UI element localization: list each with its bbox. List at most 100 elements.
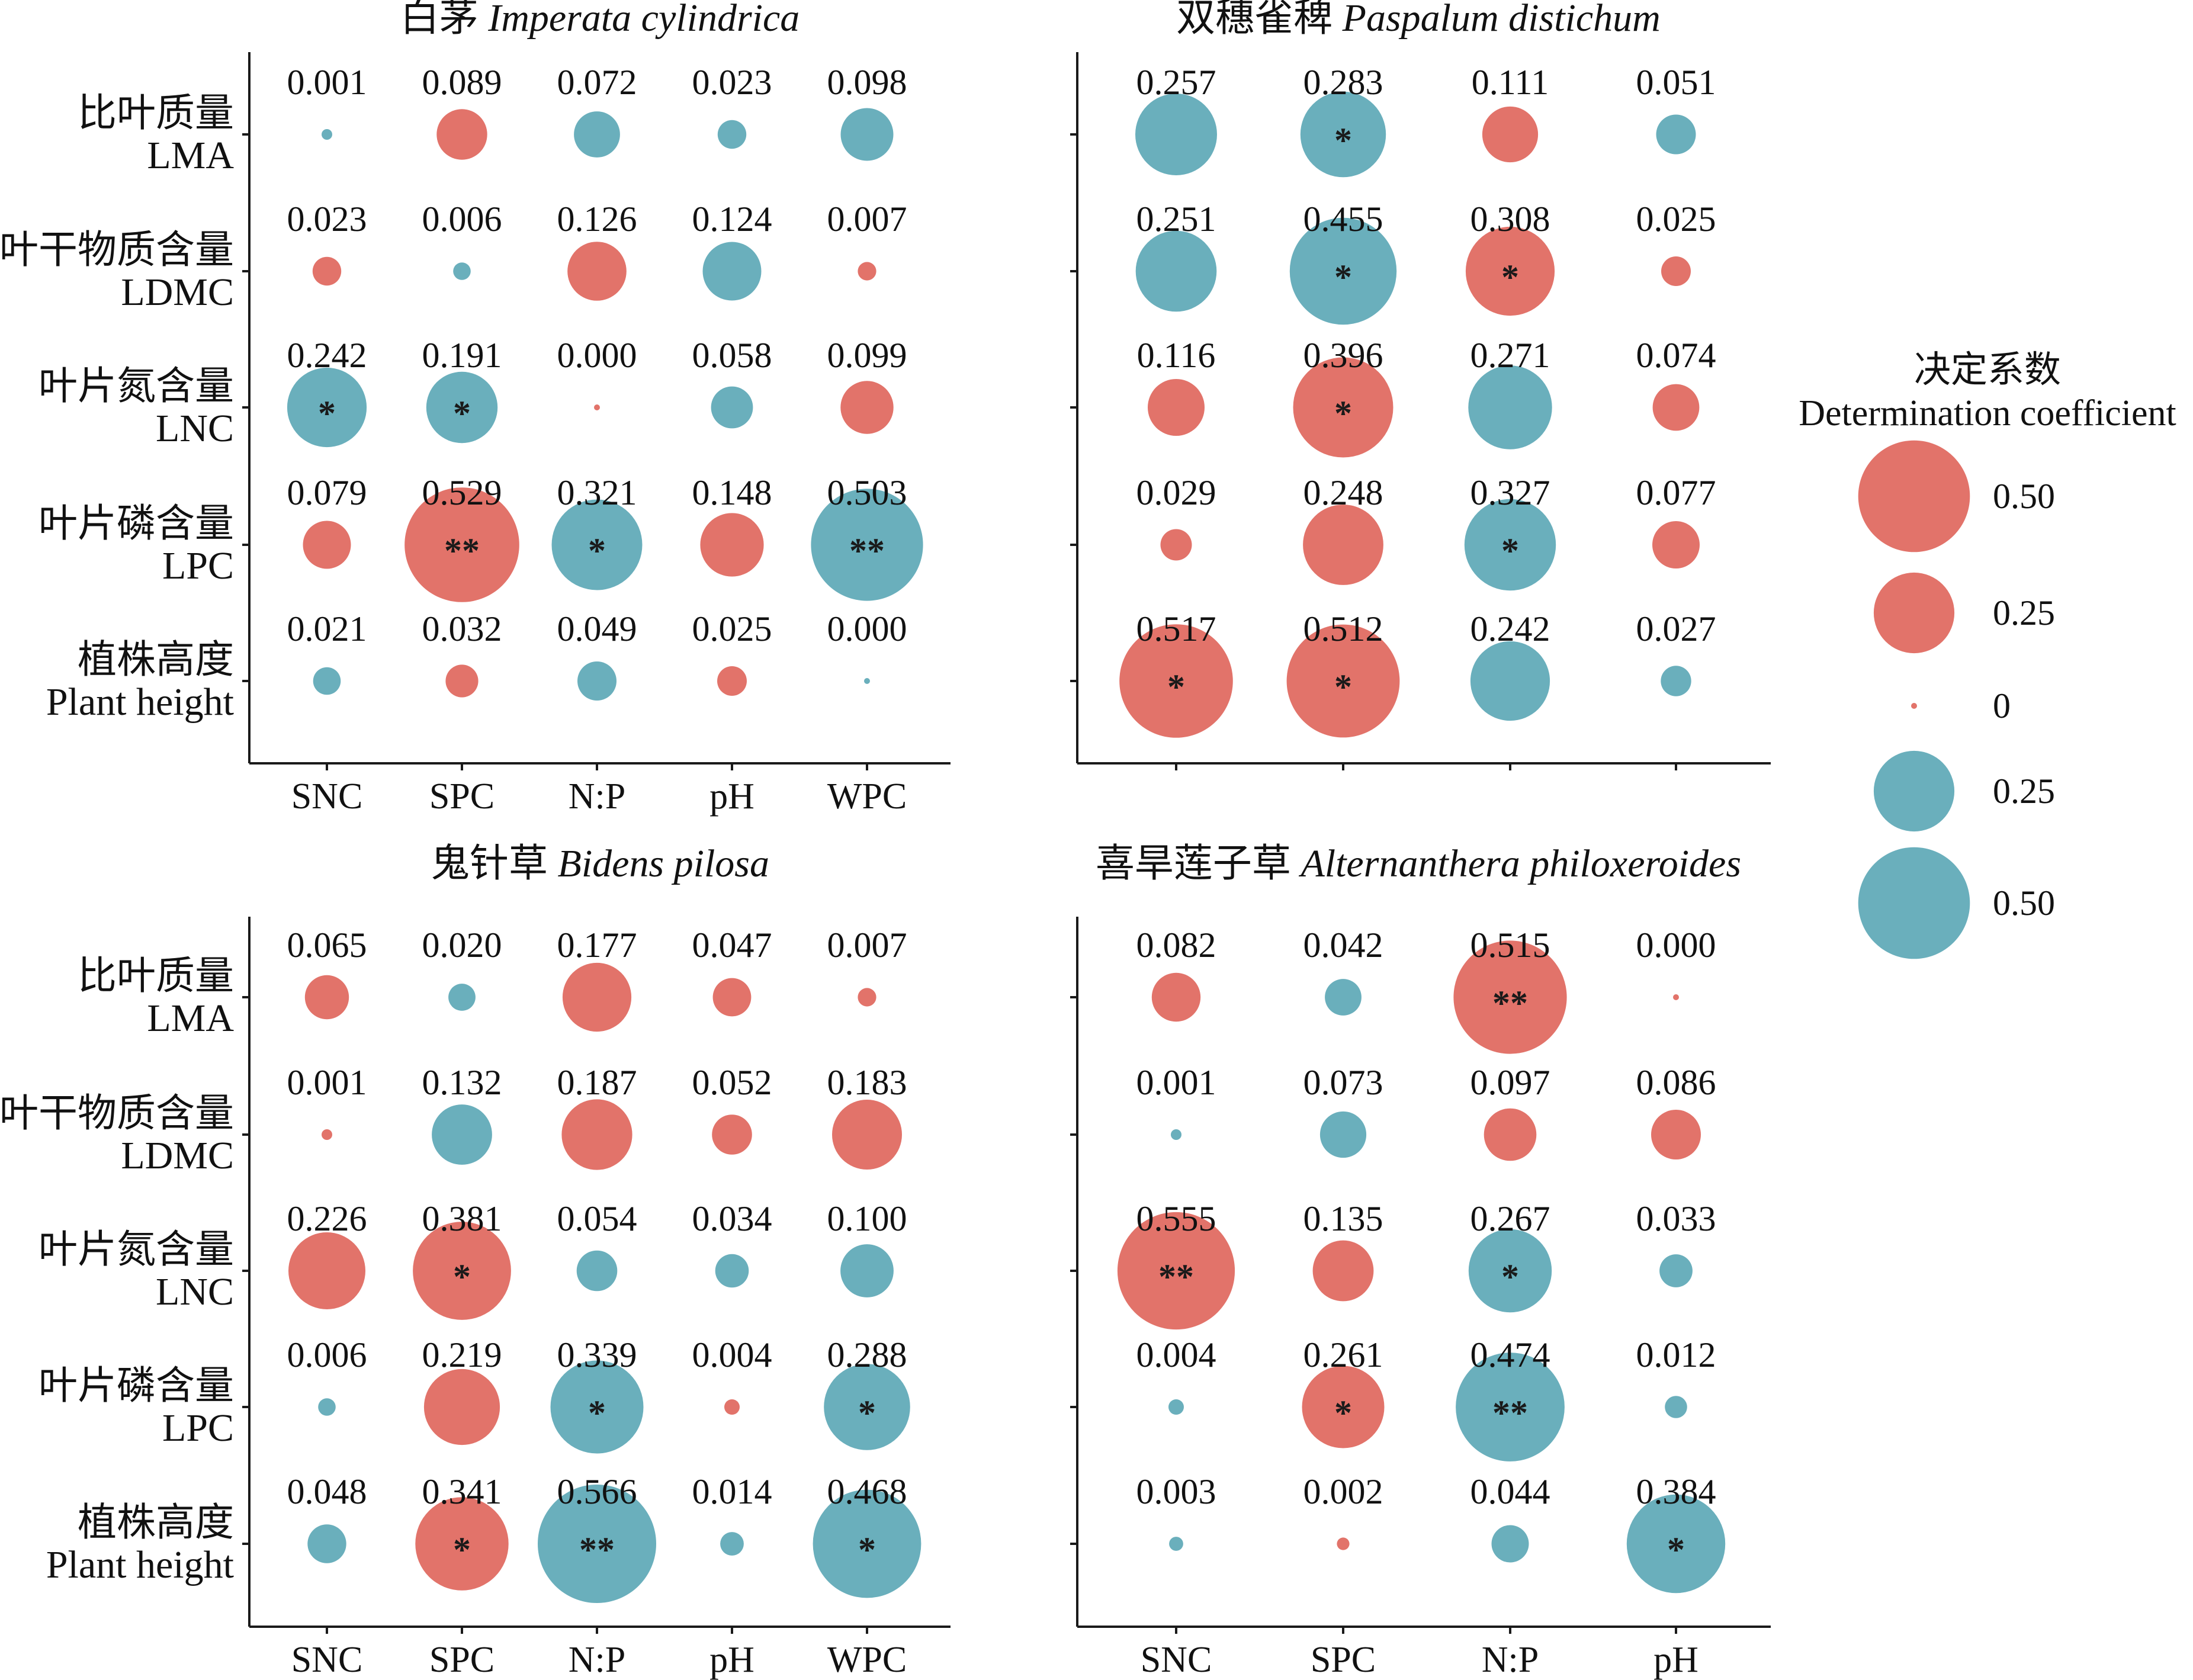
bubble — [1652, 521, 1700, 568]
bubble — [824, 1364, 910, 1450]
bubble — [1303, 505, 1383, 585]
row-label-en: LDMC — [121, 271, 234, 314]
value-label: 0.007 — [827, 926, 907, 965]
bubble — [1160, 529, 1192, 561]
significance-marker: * — [1334, 394, 1352, 433]
bubble — [1117, 1212, 1235, 1330]
bubble — [1465, 226, 1555, 316]
value-label: 0.242 — [1470, 609, 1550, 648]
bubble — [1661, 666, 1691, 696]
value-label: 0.339 — [557, 1335, 637, 1374]
value-label: 0.288 — [827, 1335, 907, 1374]
row-label-zh: 叶片磷含量 — [38, 502, 234, 545]
row-label-en: Plant height — [46, 1543, 234, 1586]
value-label: 0.012 — [1636, 1335, 1716, 1374]
bubble — [567, 242, 627, 301]
value-label: 0.381 — [422, 1199, 502, 1238]
bubble — [720, 1532, 744, 1556]
significance-marker: * — [1501, 258, 1519, 297]
bubble — [304, 975, 349, 1020]
bubble — [1651, 1110, 1701, 1159]
bubble — [561, 1099, 632, 1170]
legend-bubble — [1911, 703, 1917, 709]
bubble — [576, 1250, 618, 1292]
x-tick-label: SPC — [429, 776, 495, 817]
row-label-zh: 叶片氮含量 — [38, 365, 234, 408]
legend-bubble — [1858, 440, 1970, 552]
value-label: 0.025 — [1636, 200, 1716, 239]
legend-label: 0.50 — [1993, 477, 2055, 516]
bubble — [811, 489, 923, 601]
value-label: 0.079 — [287, 473, 367, 512]
legend-bubble — [1873, 750, 1955, 832]
bubble — [1148, 379, 1205, 436]
value-label: 0.000 — [1636, 926, 1716, 965]
bubble — [322, 129, 332, 140]
bubble — [445, 664, 479, 698]
row-label-zh: 叶干物质含量 — [0, 1092, 234, 1135]
value-label: 0.072 — [557, 63, 637, 102]
value-label: 0.020 — [422, 926, 502, 965]
bubble — [1468, 365, 1552, 449]
x-tick-label: N:P — [569, 1640, 625, 1680]
panel-title-zh: 双穗雀稗 — [1176, 0, 1343, 40]
bubble — [840, 1244, 894, 1297]
bubble — [1468, 1229, 1552, 1313]
bubble — [413, 1222, 511, 1320]
value-label: 0.271 — [1470, 336, 1550, 375]
bubble — [1456, 1353, 1565, 1461]
value-label: 0.073 — [1303, 1063, 1383, 1102]
legend-label: 0.50 — [1993, 884, 2055, 923]
x-tick-label: WPC — [827, 1640, 907, 1680]
significance-marker: * — [453, 394, 471, 433]
value-label: 0.025 — [692, 609, 772, 648]
legend-label: 0.25 — [1993, 593, 2055, 632]
value-label: 0.054 — [557, 1199, 637, 1238]
legend-title-en: Determination coefficient — [1799, 393, 2176, 433]
significance-marker: * — [858, 1393, 876, 1432]
bubble — [1293, 357, 1393, 458]
bubble — [322, 1129, 332, 1140]
value-label: 0.047 — [692, 926, 772, 965]
value-label: 0.261 — [1303, 1335, 1383, 1374]
row-label-en: LNC — [156, 407, 234, 450]
panel-4: 喜旱莲子草 Alternanthera philoxeroides SNC SPC N… — [1070, 842, 1771, 1680]
bubble — [448, 984, 476, 1011]
bubble — [1626, 1494, 1726, 1594]
x-tick-label: N:P — [569, 776, 625, 817]
panel-title: 双穗雀稗 Paspalum distichum — [1176, 0, 1661, 40]
bubble — [858, 988, 876, 1007]
value-label: 0.027 — [1636, 609, 1716, 648]
value-label: 0.251 — [1136, 200, 1216, 239]
value-label: 0.082 — [1136, 926, 1216, 965]
row-label-zh: 比叶质量 — [78, 92, 234, 135]
x-tick-label: pH — [709, 776, 754, 817]
x-tick-label: SNC — [291, 1640, 363, 1680]
value-label: 0.503 — [827, 473, 907, 512]
row-label-en: LDMC — [121, 1134, 234, 1177]
value-label: 0.308 — [1470, 200, 1550, 239]
legend-label: 0.25 — [1993, 772, 2055, 811]
bubble — [1302, 1366, 1385, 1448]
value-label: 0.257 — [1136, 63, 1216, 102]
row-label-en: LMA — [147, 134, 234, 177]
row-label-zh: 叶片氮含量 — [38, 1228, 234, 1271]
bubble — [1673, 994, 1679, 1000]
bubble — [426, 371, 498, 444]
bubble — [724, 1399, 740, 1415]
bubble — [423, 1369, 500, 1445]
value-label: 0.032 — [422, 609, 502, 648]
bubble — [288, 1232, 365, 1309]
panel-title-species: Paspalum distichum — [1342, 0, 1661, 40]
bubble — [1135, 94, 1217, 175]
value-label: 0.517 — [1136, 609, 1216, 648]
bubble — [1319, 1111, 1367, 1158]
bubble — [1470, 641, 1550, 721]
value-label: 0.341 — [422, 1472, 502, 1511]
value-label: 0.267 — [1470, 1199, 1550, 1238]
panel-title: 白茅 Imperata cylindrica — [400, 0, 800, 40]
bubble — [594, 404, 600, 410]
x-tick-label: SPC — [429, 1640, 495, 1680]
value-label: 0.219 — [422, 1335, 502, 1374]
value-label: 0.001 — [287, 1063, 367, 1102]
